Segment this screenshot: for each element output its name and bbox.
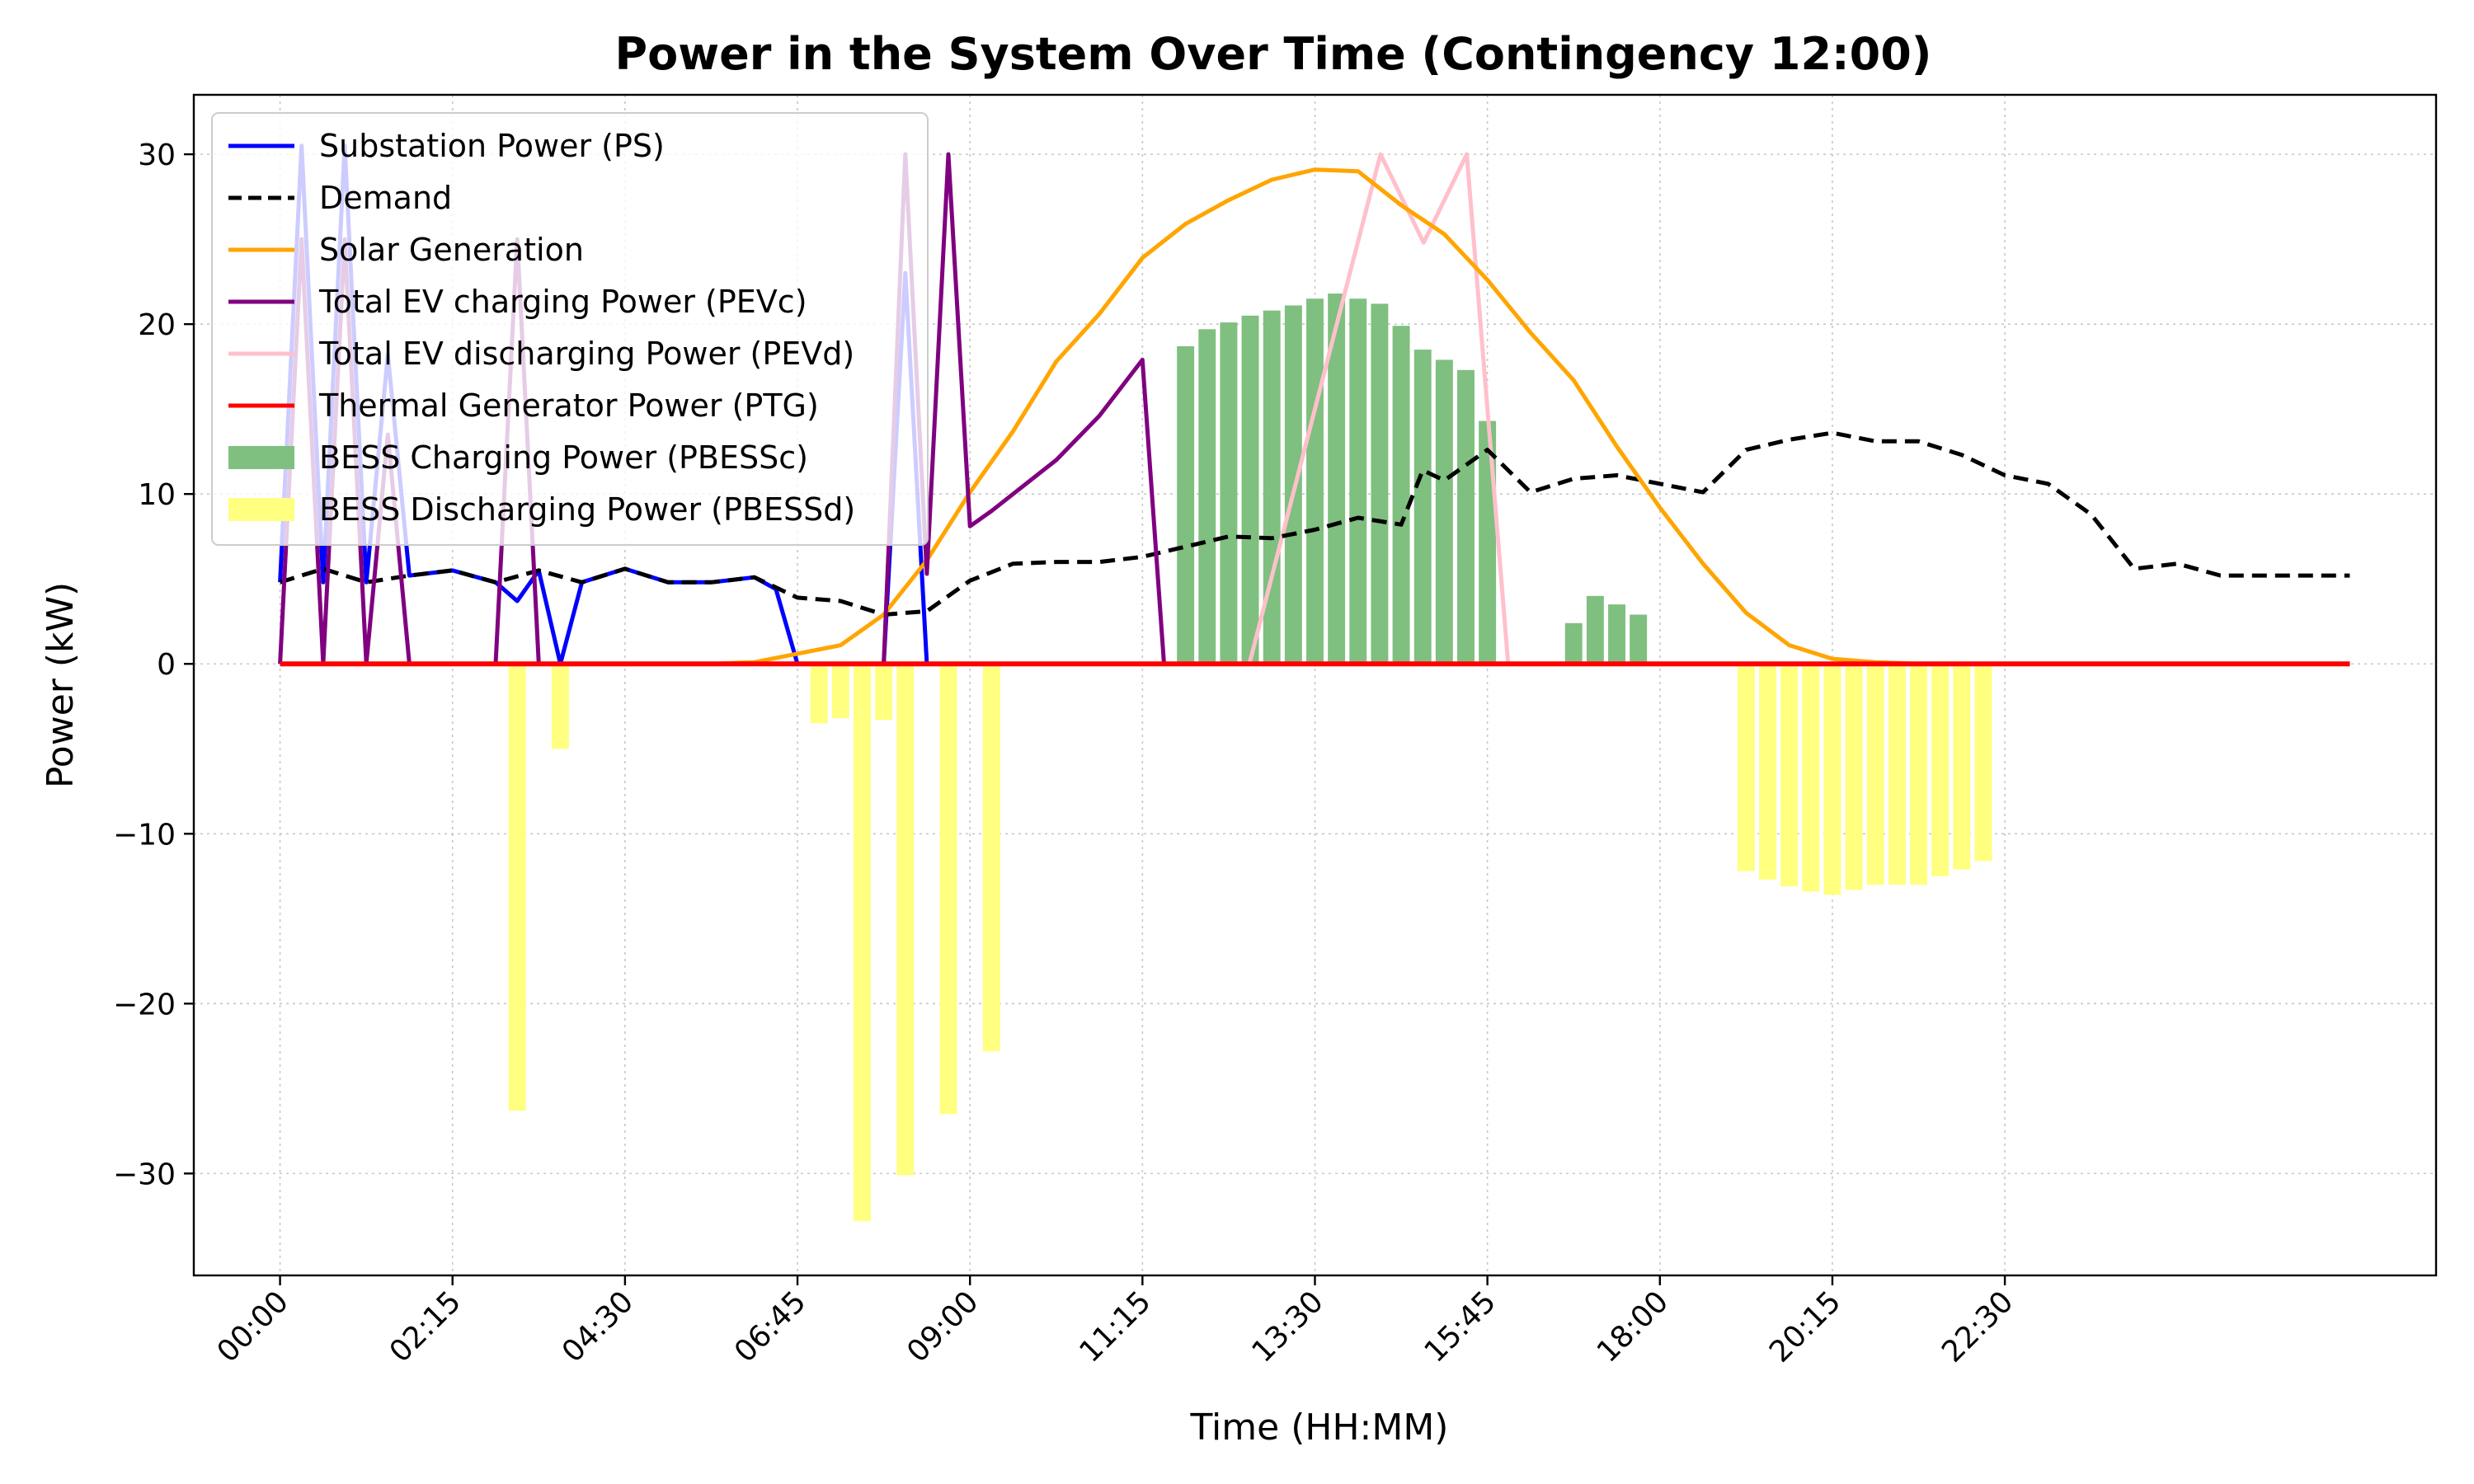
legend: Substation Power (PS) Demand Solar Generat… <box>211 112 929 546</box>
legend-label: Total EV discharging Power (PEVd) <box>318 336 854 372</box>
legend-swatch <box>228 446 294 469</box>
y-tick-label: −10 <box>113 818 176 852</box>
y-tick-label: 10 <box>138 478 176 512</box>
y-axis-ticks: −30 −20 −10 0 10 20 30 <box>113 139 194 1191</box>
bess-bar <box>1974 664 1992 862</box>
bess-bar <box>1931 664 1950 876</box>
bess-bar <box>1392 326 1410 665</box>
bess-bar <box>1198 329 1216 665</box>
legend-label: Thermal Generator Power (PTG) <box>318 387 819 424</box>
bess-bar <box>831 664 849 719</box>
legend-label: BESS Discharging Power (PBESSd) <box>319 491 855 528</box>
legend-swatch <box>228 498 294 521</box>
bess-bar <box>1371 303 1389 665</box>
bess-bar <box>1263 310 1281 665</box>
bess-bar <box>1888 664 1906 885</box>
bess-bar <box>1457 369 1475 665</box>
bess-bar <box>1759 664 1776 880</box>
bess-bar <box>1780 664 1799 887</box>
bess-bar <box>1349 298 1367 665</box>
bess-bar <box>1177 345 1195 665</box>
bess-bar <box>1802 664 1820 892</box>
bess-bar <box>1586 595 1604 665</box>
bess-bar <box>1413 350 1432 665</box>
bess-bar <box>1306 298 1324 665</box>
series-line <box>280 167 2350 666</box>
bess-bar <box>1866 664 1884 885</box>
bess-bar <box>1845 664 1863 890</box>
y-tick-label: −30 <box>113 1158 176 1191</box>
series-line <box>279 430 2350 617</box>
legend-label: BESS Charging Power (PBESSc) <box>319 439 808 476</box>
bess-bar <box>810 664 828 724</box>
y-axis-label: Power (kW) <box>40 582 82 788</box>
bess-bar <box>1953 664 1971 870</box>
y-tick-label: −20 <box>113 988 176 1021</box>
legend-label: Total EV charging Power (PEVc) <box>318 284 807 320</box>
chart-title: Power in the System Over Time (Contingen… <box>615 28 1932 80</box>
x-axis-label: Time (HH:MM) <box>1190 1407 1449 1449</box>
bess-bar <box>1910 664 1927 885</box>
y-tick-label: 0 <box>157 648 176 682</box>
y-tick-label: 30 <box>138 139 176 172</box>
bess-bar <box>1823 664 1841 895</box>
legend-box <box>211 112 929 546</box>
bess-bar <box>982 664 1000 1052</box>
bess-bar <box>551 664 569 749</box>
bess-bar <box>1564 622 1583 665</box>
bess-bar <box>854 664 871 1222</box>
bess-bar <box>1630 614 1648 665</box>
legend-label: Demand <box>319 180 452 216</box>
bess-bar <box>896 664 915 1176</box>
bess-bar <box>1435 359 1453 665</box>
y-tick-label: 20 <box>138 308 176 342</box>
legend-label: Solar Generation <box>319 232 584 268</box>
bess-bar <box>508 664 526 1111</box>
bess-bar <box>1737 664 1755 871</box>
bess-bar <box>1241 315 1259 665</box>
legend-label: Substation Power (PS) <box>319 128 665 164</box>
bess-bar <box>939 664 957 1115</box>
series-line <box>1247 152 1511 665</box>
bess-bar <box>1220 322 1238 665</box>
bess-bar <box>1608 604 1625 665</box>
bess-bar <box>875 664 893 721</box>
bess-bar <box>1328 294 1346 665</box>
